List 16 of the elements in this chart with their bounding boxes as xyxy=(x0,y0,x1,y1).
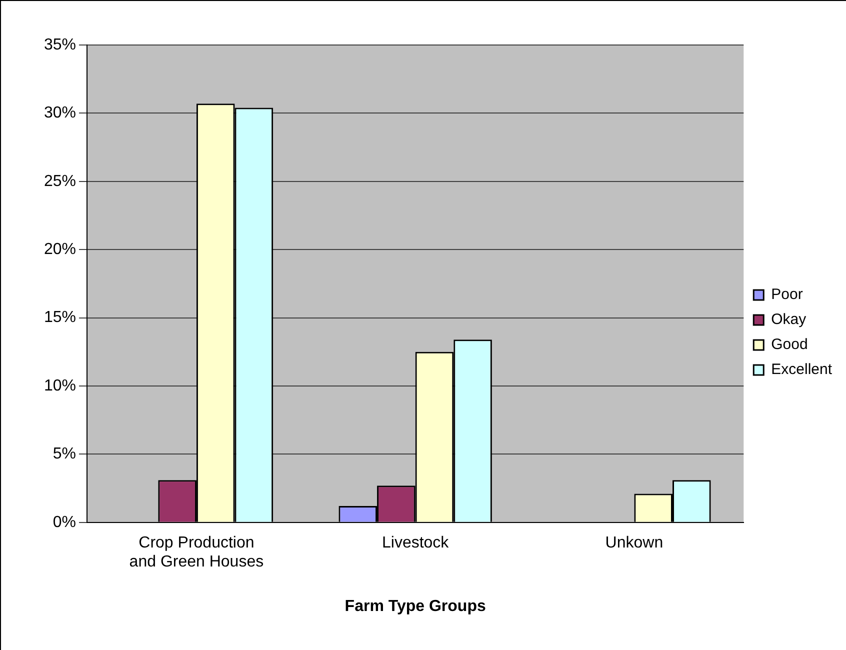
y-tick-label: 35% xyxy=(44,36,76,54)
y-tick-label: 5% xyxy=(52,446,76,463)
x-tick-label: Livestock xyxy=(382,534,450,552)
x-tick-label: Unkown xyxy=(605,534,664,552)
legend-label: Poor xyxy=(771,286,803,304)
y-tick-label: 30% xyxy=(44,104,76,122)
y-tick-label: 20% xyxy=(44,241,76,258)
legend-label: Okay xyxy=(771,311,807,328)
x-axis-title: Farm Type Groups xyxy=(344,598,486,615)
y-tick-label: 15% xyxy=(44,309,76,326)
legend-label: Excellent xyxy=(771,361,833,378)
x-tick-label: Crop Production and Green Houses xyxy=(129,534,264,571)
y-tick-label: 0% xyxy=(52,514,76,531)
legend-label: Good xyxy=(771,336,808,354)
y-tick-label: 10% xyxy=(44,377,76,394)
y-tick-label: 25% xyxy=(44,172,76,190)
